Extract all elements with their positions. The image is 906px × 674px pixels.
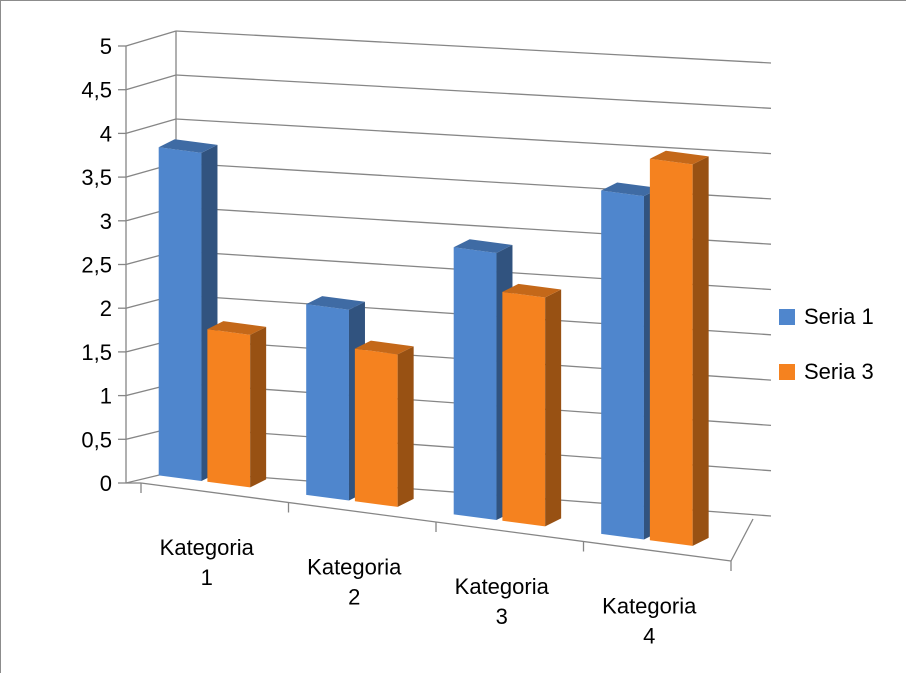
bar-side-2-1 (250, 326, 267, 488)
y-tick-label: 5 (100, 34, 112, 59)
bar-front-1-2 (306, 304, 349, 501)
gridline (175, 74, 772, 109)
bar-front-2-1 (207, 329, 251, 488)
y-tick-label: 0,5 (81, 427, 112, 452)
legend: Seria 1 Seria 3 (779, 304, 874, 384)
bar-top-2-2 (354, 340, 414, 355)
bar-top-1-3 (453, 239, 513, 253)
bar-top-1-2 (306, 296, 365, 310)
x-category-label: Kategoria 2 (307, 554, 402, 609)
y-tick-label: 2 (100, 296, 112, 321)
bar-front-2-2 (354, 348, 398, 507)
legend-label-1: Seria 1 (804, 304, 874, 329)
bar-front-2-3 (502, 291, 546, 527)
x-category-label: Kategoria 1 (160, 535, 255, 590)
labels: 0 0,5 1 1,5 2 2,5 3 3,5 4 4,5 5 Kategoria 1 Kategoria… (81, 34, 697, 648)
bar-side-2-2 (397, 346, 414, 507)
bar-side-2-3 (545, 289, 562, 527)
bar-front-1-3 (453, 247, 497, 520)
gridline (175, 118, 772, 155)
x-category-label: Kategoria 4 (602, 593, 697, 648)
y-tick-label: 1,5 (81, 340, 112, 365)
legend-swatch-1 (779, 309, 795, 325)
legend-label-2: Seria 3 (804, 359, 874, 384)
bar-top-2-4 (649, 150, 709, 165)
bar-front-1-4 (601, 190, 644, 540)
y-tick-label: 4 (100, 121, 112, 146)
gridline (175, 30, 772, 64)
gridline-side (125, 74, 177, 91)
y-tick-label: 2,5 (81, 253, 112, 278)
bar-top-2-3 (502, 283, 562, 298)
bars (158, 139, 709, 546)
y-tick-label: 3 (100, 209, 112, 234)
y-tick-label: 4,5 (81, 78, 112, 103)
gridline-side (125, 30, 177, 47)
y-tick-label: 1 (100, 384, 112, 409)
bar-top-1-1 (158, 139, 218, 153)
y-tick-label: 0 (100, 471, 112, 496)
gridline-side (125, 118, 177, 135)
bar-top-1-4 (601, 182, 660, 197)
bar-top-2-1 (207, 321, 267, 335)
bar-front-1-1 (158, 147, 202, 481)
y-tick-label: 3,5 (81, 165, 112, 190)
floor-right-edge (730, 518, 754, 562)
bar-front-2-4 (649, 158, 693, 546)
legend-swatch-2 (779, 364, 795, 380)
x-category-label: Kategoria 3 (455, 574, 550, 629)
bar-side-2-4 (692, 156, 709, 546)
